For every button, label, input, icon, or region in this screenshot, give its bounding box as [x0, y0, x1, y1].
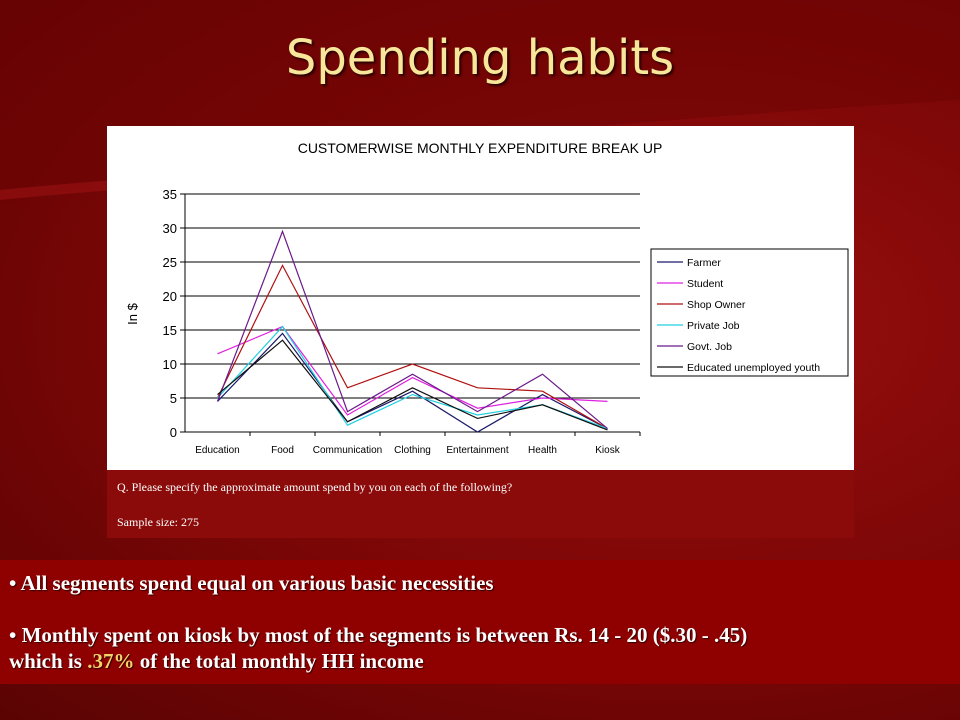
chart-area: CUSTOMERWISE MONTHLY EXPENDITURE BREAK U… — [107, 126, 854, 470]
sample-size-note: Sample size: 275 — [117, 515, 199, 529]
bullet-2-rest: of the total monthly HH income — [134, 649, 424, 673]
bullet-2-which: which is — [9, 649, 88, 673]
y-tick-label: 5 — [170, 391, 177, 406]
y-tick-label: 35 — [163, 187, 177, 202]
legend-box — [650, 248, 849, 377]
bullet-2-line1: • Monthly spent on kiosk by most of the … — [9, 623, 748, 647]
y-tick-label: 10 — [163, 357, 177, 372]
line-chart: CUSTOMERWISE MONTHLY EXPENDITURE BREAK U… — [125, 140, 849, 456]
y-tick-label: 25 — [163, 255, 177, 270]
series-line — [216, 264, 608, 430]
chart-panel: CUSTOMERWISE MONTHLY EXPENDITURE BREAK U… — [107, 126, 854, 538]
y-tick-label: 20 — [163, 289, 177, 304]
x-tick-label: Food — [271, 445, 294, 456]
x-tick-label: Clothing — [394, 445, 431, 456]
x-tick-label: Education — [195, 445, 239, 456]
legend-label: Educated unemployed youth — [687, 362, 820, 374]
chart-title: CUSTOMERWISE MONTHLY EXPENDITURE BREAK U… — [298, 140, 663, 156]
bullet-2: • Monthly spent on kiosk by most of the … — [9, 622, 954, 674]
legend-label: Farmer — [687, 257, 721, 269]
y-tick-label: 30 — [163, 221, 177, 236]
y-tick-label: 0 — [170, 425, 177, 440]
legend-label: Student — [687, 278, 723, 290]
slide-title: Spending habits — [285, 30, 675, 86]
legend-label: Shop Owner — [687, 299, 746, 311]
x-tick-label: Kiosk — [595, 445, 620, 456]
bullet-1: • All segments spend equal on various ba… — [9, 571, 494, 595]
x-tick-label: Entertainment — [446, 445, 508, 456]
y-axis-label: In $ — [125, 302, 140, 324]
question-note: Q. Please specify the approximate amount… — [117, 480, 513, 494]
x-tick-label: Communication — [313, 445, 382, 456]
summary-bullets: • All segments spend equal on various ba… — [0, 560, 960, 684]
series-line — [217, 339, 608, 431]
series-line — [216, 229, 608, 430]
bullet-2-highlight: .37% — [87, 649, 135, 673]
legend-label: Private Job — [687, 320, 740, 332]
legend-label: Govt. Job — [687, 341, 732, 353]
y-tick-label: 15 — [163, 323, 177, 338]
series-line — [217, 332, 608, 433]
x-tick-label: Health — [528, 445, 557, 456]
